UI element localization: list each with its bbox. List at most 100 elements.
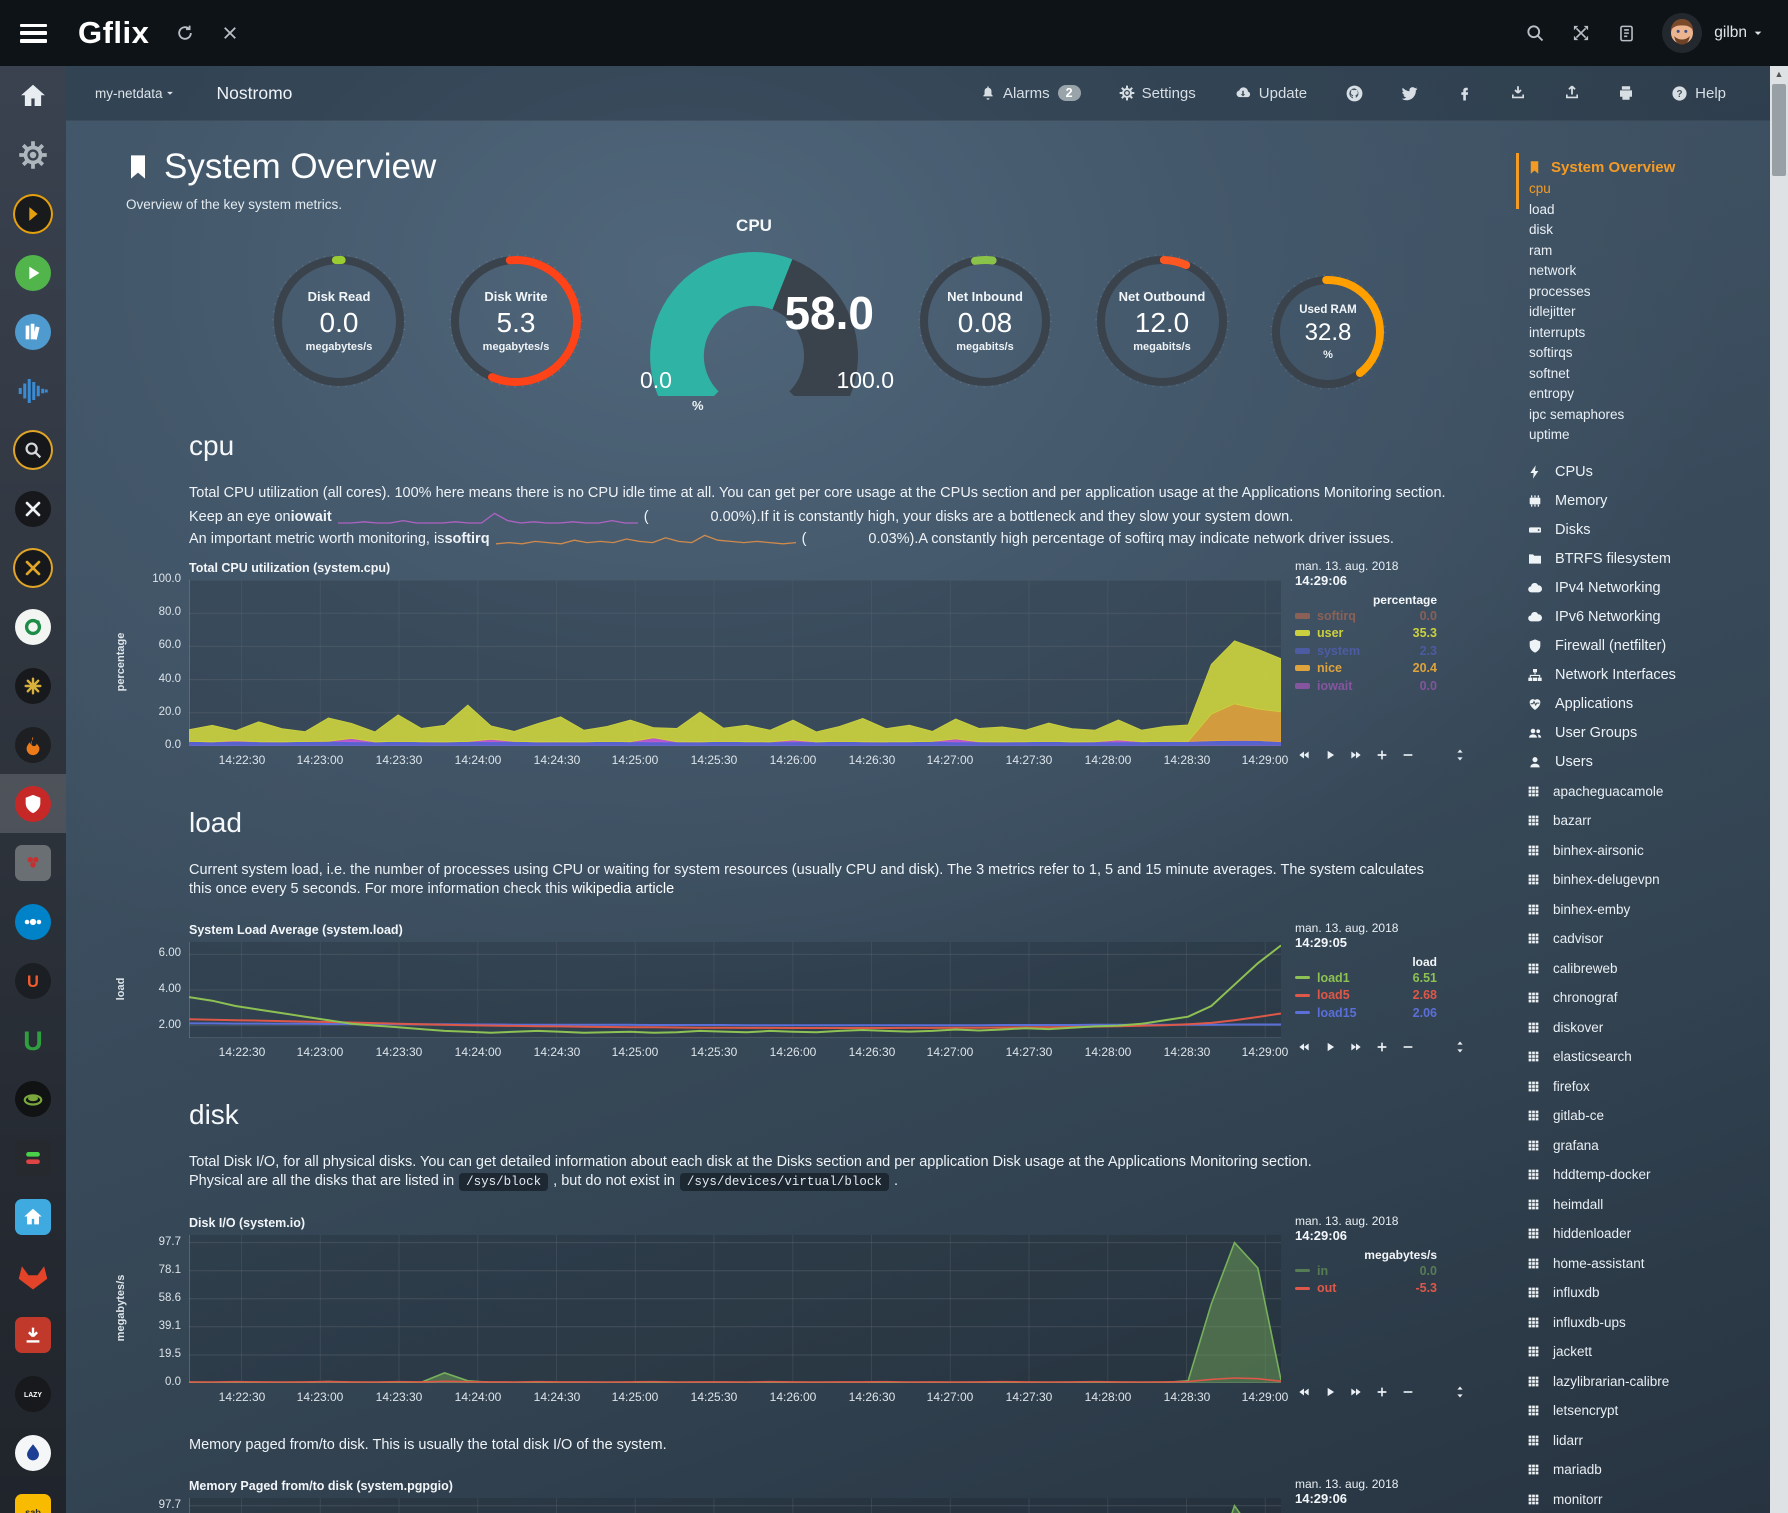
chart-zoom-in-button[interactable] bbox=[1375, 1385, 1389, 1399]
page-scrollbar[interactable]: ▲ bbox=[1770, 66, 1788, 1513]
rail-app-plex[interactable] bbox=[0, 184, 66, 243]
rail-app-app-x-blue[interactable] bbox=[0, 479, 66, 538]
menu-app-hiddenloader[interactable]: hiddenloader bbox=[1527, 1219, 1770, 1249]
gauge-net-outbound[interactable]: Net Outbound 12.0 megabits/s bbox=[1087, 246, 1237, 396]
rail-app-duplicati[interactable] bbox=[0, 1423, 66, 1482]
menu-app-lazylibrarian-calibre[interactable]: lazylibrarian-calibre bbox=[1527, 1367, 1770, 1397]
github-icon[interactable] bbox=[1345, 84, 1364, 103]
menu-sub-network[interactable]: network bbox=[1529, 263, 1577, 278]
menu-section-memory[interactable]: Memory bbox=[1527, 487, 1770, 516]
chart-resize-handle-button[interactable] bbox=[1453, 1385, 1467, 1399]
menu-app-home-assistant[interactable]: home-assistant bbox=[1527, 1249, 1770, 1279]
export-icon[interactable] bbox=[1563, 84, 1581, 102]
legend-row-load5[interactable]: load5 2.68 bbox=[1295, 987, 1437, 1005]
chart-play-button[interactable] bbox=[1323, 1040, 1337, 1054]
host-dropdown[interactable]: my-netdata bbox=[95, 86, 177, 101]
menu-app-elasticsearch[interactable]: elasticsearch bbox=[1527, 1042, 1770, 1072]
print-icon[interactable] bbox=[1617, 84, 1635, 102]
menu-sub-softirqs[interactable]: softirqs bbox=[1529, 345, 1573, 360]
user-menu[interactable]: gilbn bbox=[1714, 24, 1766, 42]
rail-app-home[interactable] bbox=[0, 66, 66, 125]
menu-app-gitlab-ce[interactable]: gitlab-ce bbox=[1527, 1101, 1770, 1131]
chart-skip-forward-button[interactable] bbox=[1349, 748, 1363, 762]
avatar[interactable] bbox=[1662, 13, 1703, 53]
gauge-disk-read[interactable]: Disk Read 0.0 megabytes/s bbox=[264, 246, 414, 396]
rail-app-ytdl[interactable] bbox=[0, 1305, 66, 1364]
menu-sub-cpu[interactable]: cpu bbox=[1529, 181, 1551, 196]
changelog-icon[interactable] bbox=[1617, 24, 1636, 43]
softirq-sparkline[interactable] bbox=[495, 531, 796, 547]
chart-play-button[interactable] bbox=[1323, 1385, 1337, 1399]
rail-app-grafana[interactable] bbox=[0, 715, 66, 774]
menu-app-mariadb[interactable]: mariadb bbox=[1527, 1455, 1770, 1485]
menu-app-grafana[interactable]: grafana bbox=[1527, 1131, 1770, 1161]
menu-app-hddtemp-docker[interactable]: hddtemp-docker bbox=[1527, 1160, 1770, 1190]
hamburger-menu-icon[interactable] bbox=[20, 23, 47, 43]
menu-sub-load[interactable]: load bbox=[1529, 201, 1555, 217]
facebook-icon[interactable] bbox=[1455, 84, 1473, 102]
menu-sub-disk[interactable]: disk bbox=[1529, 222, 1554, 237]
chart-zoom-out-button[interactable] bbox=[1401, 1385, 1415, 1399]
gauge-net-inbound[interactable]: Net Inbound 0.08 megabits/s bbox=[910, 246, 1060, 396]
legend-row-load1[interactable]: load1 6.51 bbox=[1295, 969, 1437, 987]
rail-app-sabnzbd[interactable]: sab bbox=[0, 1482, 66, 1513]
rail-app-guacamole[interactable] bbox=[0, 774, 66, 833]
menu-section-disks[interactable]: Disks bbox=[1527, 516, 1770, 545]
wikipedia-link[interactable]: wikipedia article bbox=[571, 881, 675, 897]
import-icon[interactable] bbox=[1509, 84, 1527, 102]
rail-app-settings[interactable] bbox=[0, 125, 66, 184]
menu-sub-ipc-semaphores[interactable]: ipc semaphores bbox=[1529, 406, 1625, 422]
menu-section-btrfs-filesystem[interactable]: BTRFS filesystem bbox=[1527, 545, 1770, 574]
chart-resize-handle-button[interactable] bbox=[1453, 1040, 1467, 1054]
gauge-used-ram[interactable]: Used RAM 32.8% bbox=[1264, 268, 1392, 396]
rail-app-library[interactable] bbox=[0, 302, 66, 361]
menu-sub-ram[interactable]: ram bbox=[1529, 242, 1553, 258]
menu-sub-processes[interactable]: processes bbox=[1529, 283, 1591, 299]
gauge-cpu[interactable]: CPU 58.0 0.0 100.0% bbox=[628, 216, 894, 430]
rail-app-plate-app[interactable] bbox=[0, 1069, 66, 1128]
chart-zoom-in-button[interactable] bbox=[1375, 748, 1389, 762]
chart-plot-area[interactable] bbox=[189, 942, 1281, 1038]
rail-app-emby[interactable] bbox=[0, 243, 66, 302]
chart-zoom-out-button[interactable] bbox=[1401, 748, 1415, 762]
menu-section-user-groups[interactable]: User Groups bbox=[1527, 719, 1770, 748]
legend-row-softirq[interactable]: softirq 0.0 bbox=[1295, 607, 1437, 625]
menu-section-users[interactable]: Users bbox=[1527, 748, 1770, 777]
fullscreen-icon[interactable] bbox=[1571, 23, 1591, 43]
settings-button[interactable]: Settings bbox=[1119, 85, 1196, 102]
cpu-chart[interactable]: Total CPU utilization (system.cpu) 100.0 8… bbox=[115, 559, 1497, 773]
twitter-icon[interactable] bbox=[1400, 84, 1419, 103]
iowait-sparkline[interactable] bbox=[337, 509, 638, 525]
menu-app-cadvisor[interactable]: cadvisor bbox=[1527, 924, 1770, 954]
menu-app-apacheguacamole[interactable]: apacheguacamole bbox=[1527, 777, 1770, 807]
menu-section-applications[interactable]: Applications bbox=[1527, 690, 1770, 719]
legend-row-system[interactable]: system 2.3 bbox=[1295, 642, 1437, 660]
menu-app-diskover[interactable]: diskover bbox=[1527, 1013, 1770, 1043]
menu-app-lidarr[interactable]: lidarr bbox=[1527, 1426, 1770, 1456]
chart-resize-handle-button[interactable] bbox=[1453, 748, 1467, 762]
legend-row-user[interactable]: user 35.3 bbox=[1295, 625, 1437, 643]
chart-skip-back-button[interactable] bbox=[1297, 1385, 1311, 1399]
menu-section-firewall-netfilter-[interactable]: Firewall (netfilter) bbox=[1527, 632, 1770, 661]
rail-app-nextcloud[interactable] bbox=[0, 892, 66, 951]
menu-section-ipv4-networking[interactable]: IPv4 Networking bbox=[1527, 574, 1770, 603]
menu-app-jackett[interactable]: jackett bbox=[1527, 1337, 1770, 1367]
rail-app-berries[interactable] bbox=[0, 833, 66, 892]
menu-app-calibreweb[interactable]: calibreweb bbox=[1527, 954, 1770, 984]
legend-row-in[interactable]: in 0.0 bbox=[1295, 1262, 1437, 1280]
menu-system-overview[interactable]: System Overview bbox=[1516, 153, 1770, 209]
rail-app-glances[interactable] bbox=[0, 597, 66, 656]
rail-app-search-app[interactable] bbox=[0, 420, 66, 479]
legend-row-load15[interactable]: load15 2.06 bbox=[1295, 1004, 1437, 1022]
menu-sub-idlejitter[interactable]: idlejitter bbox=[1529, 304, 1576, 319]
menu-app-letsencrypt[interactable]: letsencrypt bbox=[1527, 1396, 1770, 1426]
alarms-button[interactable]: Alarms 2 bbox=[980, 85, 1081, 102]
chart-play-button[interactable] bbox=[1323, 748, 1337, 762]
menu-app-firefox[interactable]: firefox bbox=[1527, 1072, 1770, 1102]
menu-app-chronograf[interactable]: chronograf bbox=[1527, 983, 1770, 1013]
refresh-tab-icon[interactable] bbox=[175, 23, 195, 43]
rail-app-app-x-yellow[interactable] bbox=[0, 538, 66, 597]
menu-section-network-interfaces[interactable]: Network Interfaces bbox=[1527, 661, 1770, 690]
legend-row-nice[interactable]: nice 20.4 bbox=[1295, 660, 1437, 678]
rail-app-ubooquity[interactable]: U bbox=[0, 1010, 66, 1069]
